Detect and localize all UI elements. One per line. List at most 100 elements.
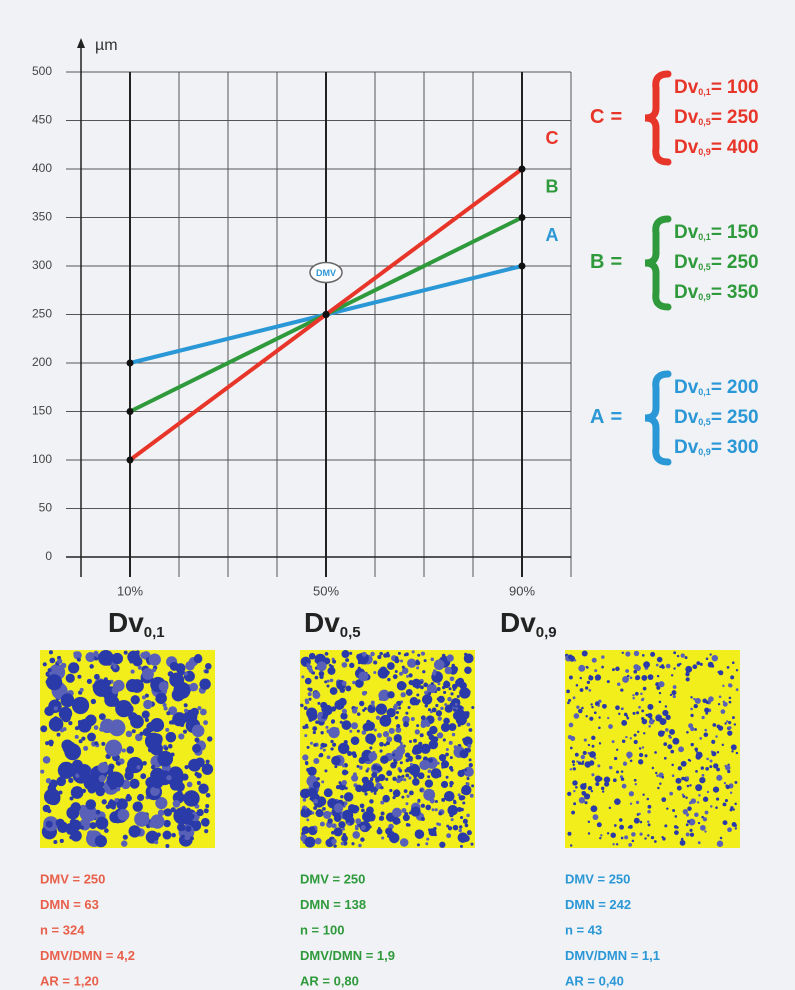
droplet — [376, 716, 380, 720]
droplet — [342, 764, 345, 767]
droplet — [331, 839, 337, 845]
droplet — [43, 662, 47, 666]
droplet — [369, 746, 372, 749]
droplet — [726, 785, 730, 789]
droplet — [91, 717, 95, 721]
legend-value: 100 — [727, 77, 759, 98]
droplet — [415, 755, 420, 760]
droplet — [630, 803, 632, 805]
droplet — [327, 667, 335, 675]
droplet — [635, 653, 637, 655]
droplet — [370, 742, 373, 745]
legend-entry: Dv0,5=250 — [674, 252, 759, 273]
droplet — [444, 791, 455, 802]
droplet — [610, 832, 615, 837]
droplet — [686, 813, 689, 816]
droplet — [425, 805, 431, 811]
droplet — [568, 699, 571, 702]
droplet — [313, 731, 316, 734]
droplet — [404, 769, 407, 772]
droplet — [582, 650, 588, 656]
droplet — [400, 660, 403, 663]
droplet — [588, 744, 590, 746]
page: µm 05010015020025030035040045050010%Dv0,… — [0, 0, 795, 990]
droplet — [372, 764, 378, 770]
droplet — [409, 791, 414, 796]
droplet — [130, 715, 144, 729]
droplet — [438, 811, 442, 815]
droplet — [643, 732, 645, 734]
droplet — [589, 751, 596, 758]
droplet — [332, 660, 336, 664]
droplet — [315, 720, 319, 724]
droplet — [405, 752, 410, 757]
droplet — [61, 739, 73, 751]
droplet — [387, 772, 390, 775]
droplet — [192, 725, 205, 738]
droplet — [113, 665, 117, 669]
droplet — [348, 804, 356, 812]
droplet — [60, 728, 64, 732]
droplet — [408, 824, 411, 827]
data-point — [519, 214, 526, 221]
droplet — [413, 739, 417, 743]
droplet — [672, 690, 677, 695]
droplet — [428, 692, 432, 696]
data-point — [127, 360, 134, 367]
droplet — [723, 700, 726, 703]
droplet — [703, 797, 708, 802]
droplet — [114, 798, 118, 802]
droplet — [406, 675, 409, 678]
droplet — [446, 825, 449, 828]
droplet — [405, 773, 409, 777]
droplet — [387, 834, 390, 837]
droplet — [614, 757, 617, 760]
droplet — [443, 738, 446, 741]
droplet — [139, 732, 143, 736]
droplet — [659, 718, 666, 725]
droplet — [591, 790, 593, 792]
droplet — [324, 680, 327, 683]
droplet — [190, 836, 194, 840]
droplet — [84, 777, 88, 781]
droplet — [94, 741, 98, 745]
droplet — [690, 708, 693, 711]
dv-sub: 0,1 — [698, 232, 711, 242]
droplet — [342, 662, 348, 668]
droplet — [306, 726, 309, 729]
droplet — [641, 698, 644, 701]
droplet — [140, 773, 146, 779]
droplet — [604, 782, 609, 787]
droplet — [320, 663, 323, 666]
legend-value: 400 — [727, 137, 759, 158]
droplet — [696, 661, 700, 665]
droplet — [351, 842, 354, 845]
droplet — [573, 764, 575, 766]
droplet — [687, 820, 690, 823]
droplet — [595, 674, 601, 680]
droplet — [393, 759, 396, 762]
droplet — [379, 715, 391, 727]
legend-sep: = — [711, 107, 722, 128]
droplet — [369, 825, 372, 828]
droplet — [178, 733, 184, 739]
droplet — [184, 703, 188, 707]
droplet — [410, 806, 420, 816]
droplet — [712, 723, 716, 727]
droplet — [449, 781, 454, 786]
droplet — [671, 764, 674, 767]
legend-letter: B — [590, 251, 604, 273]
droplet — [181, 773, 188, 780]
sample-stat: AR = 0,40 — [565, 973, 624, 988]
droplet — [578, 665, 585, 672]
droplet — [86, 799, 97, 810]
droplet — [98, 762, 109, 773]
droplet — [690, 714, 693, 717]
droplet — [421, 817, 425, 821]
droplet — [632, 694, 634, 696]
droplet — [370, 652, 374, 656]
droplet — [733, 808, 735, 810]
droplet — [427, 731, 433, 737]
droplet — [327, 680, 330, 683]
droplet — [614, 798, 621, 805]
